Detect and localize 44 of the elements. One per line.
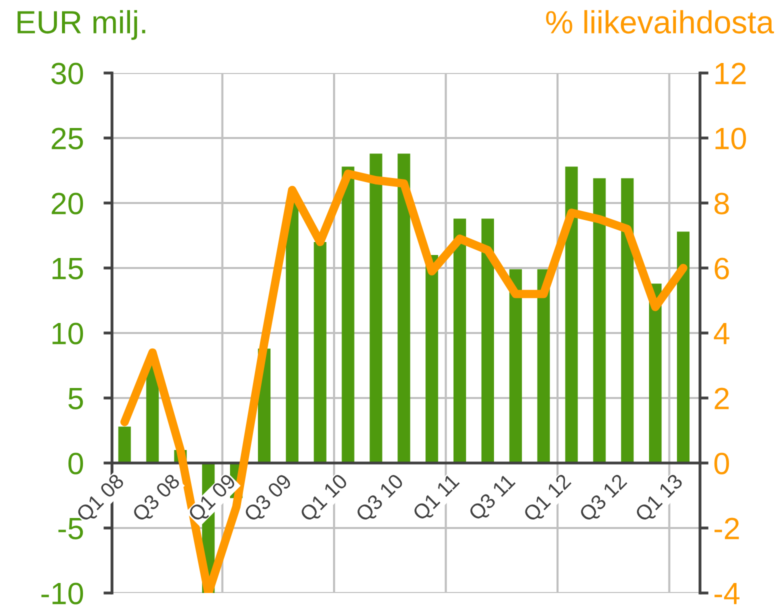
bar — [118, 426, 131, 463]
bar — [537, 269, 550, 463]
y2-tick-label: 12 — [716, 62, 746, 84]
x-tick-label: Q3 11 — [468, 473, 518, 524]
y2-tick-label: 8 — [714, 192, 729, 214]
y-tick-label: 25 — [52, 128, 83, 150]
y-axis-title: EUR milj. — [18, 10, 146, 40]
y-tick-label: 15 — [52, 258, 83, 280]
y-tick-label: 20 — [52, 192, 84, 214]
bar — [676, 232, 690, 463]
y2-tick-label: 10 — [716, 128, 746, 150]
y2-tick-label: 0 — [714, 452, 729, 474]
bar — [593, 178, 606, 463]
bar — [314, 242, 326, 463]
x-tick-label: Q1 13 — [634, 473, 686, 525]
bar — [621, 178, 634, 463]
y2-tick-label: 2 — [714, 388, 729, 410]
bar — [426, 255, 438, 463]
bar — [509, 269, 522, 463]
y2-tick-label: -4 — [714, 583, 740, 604]
y-tick-label: 5 — [68, 388, 83, 410]
bar — [342, 166, 354, 463]
bar — [453, 218, 466, 463]
y-tick-label: 30 — [51, 62, 84, 84]
x-tick-label: Q3 10 — [354, 472, 407, 525]
x-tick-label: Q3 12 — [578, 473, 630, 525]
x-tick-label: Q3 09 — [243, 473, 295, 525]
bar — [398, 154, 410, 463]
bar — [565, 166, 578, 463]
y2-tick-label: -2 — [714, 518, 739, 540]
x-tick-label: Q3 08 — [131, 473, 184, 525]
x-tick-label: Q1 10 — [299, 472, 351, 525]
y-tick-label: -10 — [41, 582, 84, 604]
y2-tick-label: 4 — [714, 323, 730, 344]
x-tick-label: Q1 12 — [522, 473, 574, 525]
y2-axis-title: % liikevaihdosta — [546, 10, 774, 34]
bar — [481, 218, 494, 463]
y-tick-label: 10 — [52, 322, 84, 344]
y2-tick-label: 6 — [714, 258, 729, 280]
bar — [370, 154, 382, 463]
bar — [286, 200, 298, 463]
x-tick-label: Q1 11 — [412, 473, 463, 524]
y-tick-label: 0 — [68, 452, 84, 474]
x-tick-label: Q1 09 — [187, 473, 240, 525]
